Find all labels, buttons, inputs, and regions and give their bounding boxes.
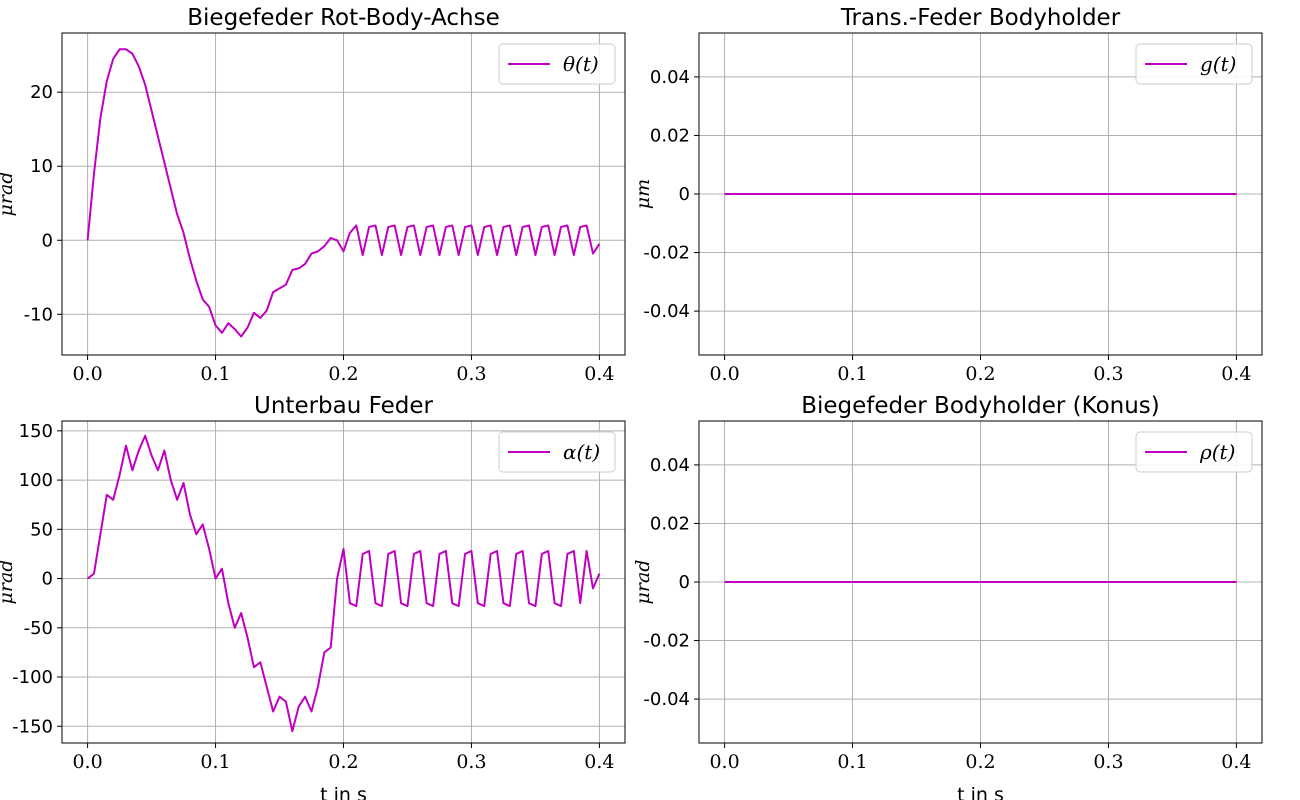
legend-box (498, 431, 616, 473)
x-tick-label: 0.0 (72, 363, 102, 385)
x-tick-label: 0.1 (837, 751, 867, 773)
plot-frame (698, 32, 1263, 356)
x-tick-label: 0.3 (1093, 363, 1123, 385)
y-tick-label: -100 (12, 667, 53, 688)
x-tick-label: 0.3 (456, 751, 486, 773)
x-tick-label: 0.2 (328, 363, 358, 385)
chart-title: Biegefeder Bodyholder (Konus) (801, 393, 1160, 419)
plot-frame (61, 32, 626, 356)
x-tick-label: 0.1 (837, 363, 867, 385)
legend-label: ρ(t) (1199, 440, 1235, 464)
x-tick-label: 0.4 (584, 751, 614, 773)
y-axis-label: μrad (0, 172, 17, 217)
y-tick-label: 20 (30, 82, 53, 103)
plot-frame (61, 420, 626, 744)
y-tick-label: 0 (42, 230, 53, 251)
subplot-3: 0.0 0.1 0.2 0.3 0.4 150 100 50 0 -50 -100 -150 Unter… (0, 393, 626, 800)
legend: θ(t) (498, 43, 616, 85)
legend: ρ(t) (1135, 431, 1253, 473)
x-tick-label: 0.0 (72, 751, 102, 773)
y-tick-label: -0.02 (643, 631, 690, 652)
subplot-1: 0.0 0.1 0.2 0.3 0.4 20 10 0 -10 Biegefeder Rot-Bo… (0, 5, 626, 385)
y-tick-label: 0 (679, 572, 690, 593)
x-tick-label: 0.2 (328, 751, 358, 773)
y-tick-label: -0.02 (643, 243, 690, 264)
y-axis-label: μm (632, 179, 654, 209)
chart-title: Biegefeder Rot-Body-Achse (187, 5, 500, 31)
y-tick-label: -10 (24, 304, 53, 325)
y-tick-label: 150 (19, 421, 53, 442)
legend-box (1135, 431, 1253, 473)
x-tick-label: 0.2 (965, 751, 995, 773)
y-tick-label: 0.02 (650, 125, 690, 146)
y-tick-label: -50 (24, 618, 53, 639)
legend: g(t) (1135, 43, 1253, 85)
x-tick-label: 0.0 (709, 751, 739, 773)
subplot-4: 0.0 0.1 0.2 0.3 0.4 0.04 0.02 0 -0.02 -0.04 Biegef… (632, 393, 1263, 800)
chart-title: Trans.-Feder Bodyholder (840, 5, 1121, 31)
x-tick-label: 0.4 (584, 363, 614, 385)
y-tick-label: 0 (679, 184, 690, 205)
x-tick-label: 0.3 (1093, 751, 1123, 773)
series-line-1 (86, 434, 601, 733)
x-axis-label: t in s (320, 784, 367, 800)
x-tick-label: 0.4 (1221, 751, 1251, 773)
y-tick-label: 0.04 (650, 67, 690, 88)
legend-label: g(t) (1200, 52, 1236, 76)
legend: α(t) (498, 431, 616, 473)
y-tick-label: 0 (42, 569, 53, 590)
y-axis-label: μrad (0, 560, 17, 605)
series-line-1 (86, 48, 601, 338)
y-tick-label: -0.04 (643, 689, 690, 710)
y-tick-label: 50 (30, 519, 53, 540)
x-axis-label: t in s (957, 784, 1004, 800)
legend-box (1135, 43, 1253, 85)
y-tick-label: 100 (19, 470, 53, 491)
plot-frame (698, 420, 1263, 744)
y-tick-label: -150 (12, 716, 53, 737)
y-tick-label: -0.04 (643, 301, 690, 322)
legend-label: θ(t) (563, 52, 599, 76)
legend-label: α(t) (563, 440, 600, 464)
subplot-2: 0.0 0.1 0.2 0.3 0.4 0.04 0.02 0 -0.02 -0.04 Trans.… (632, 5, 1263, 385)
y-tick-label: 0.02 (650, 513, 690, 534)
y-tick-label: 0.04 (650, 455, 690, 476)
x-tick-label: 0.0 (709, 363, 739, 385)
y-axis-label: μrad (632, 560, 654, 605)
y-tick-label: 10 (30, 156, 53, 177)
x-tick-label: 0.4 (1221, 363, 1251, 385)
x-tick-label: 0.1 (200, 363, 230, 385)
chart-title: Unterbau Feder (254, 393, 433, 419)
x-tick-label: 0.1 (200, 751, 230, 773)
legend-box (498, 43, 616, 85)
x-tick-label: 0.3 (456, 363, 486, 385)
x-tick-label: 0.2 (965, 363, 995, 385)
